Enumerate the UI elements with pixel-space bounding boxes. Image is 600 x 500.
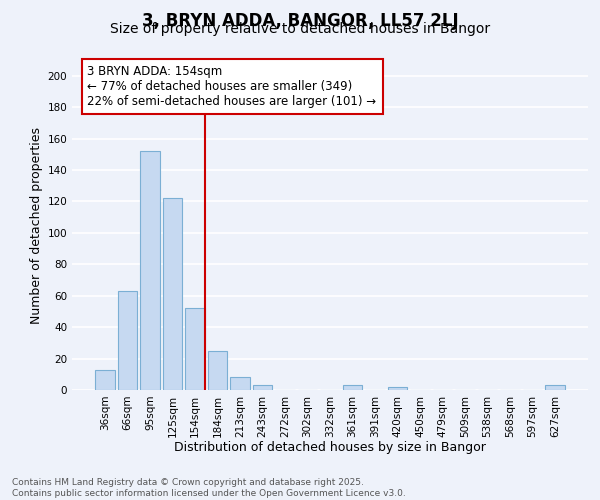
Text: 3 BRYN ADDA: 154sqm
← 77% of detached houses are smaller (349)
22% of semi-detac: 3 BRYN ADDA: 154sqm ← 77% of detached ho… [88, 65, 377, 108]
Bar [163, 198, 182, 390]
Bar [95, 370, 115, 390]
Text: Size of property relative to detached houses in Bangor: Size of property relative to detached ho… [110, 22, 490, 36]
Bar [388, 387, 407, 390]
X-axis label: Distribution of detached houses by size in Bangor: Distribution of detached houses by size … [174, 441, 486, 454]
Bar [230, 378, 250, 390]
Bar [140, 151, 160, 390]
Bar [253, 386, 272, 390]
Text: 3, BRYN ADDA, BANGOR, LL57 2LJ: 3, BRYN ADDA, BANGOR, LL57 2LJ [142, 12, 458, 30]
Bar [118, 291, 137, 390]
Bar [343, 386, 362, 390]
Bar [185, 308, 205, 390]
Y-axis label: Number of detached properties: Number of detached properties [30, 126, 43, 324]
Text: Contains HM Land Registry data © Crown copyright and database right 2025.
Contai: Contains HM Land Registry data © Crown c… [12, 478, 406, 498]
Bar [208, 350, 227, 390]
Bar [545, 386, 565, 390]
